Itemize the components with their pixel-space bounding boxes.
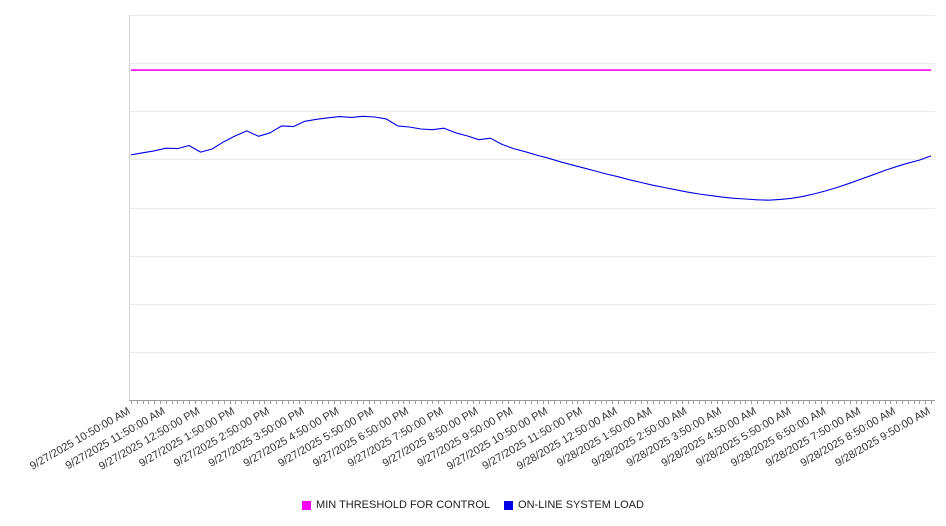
axes — [129, 15, 935, 401]
legend-item-min-threshold: MIN THRESHOLD FOR CONTROL — [302, 499, 490, 511]
legend-item-online-system-load: ON-LINE SYSTEM LOAD — [504, 499, 644, 511]
chart-legend: MIN THRESHOLD FOR CONTROL ON-LINE SYSTEM… — [0, 499, 946, 511]
x-axis-ticks — [131, 401, 932, 404]
system-load-chart: 9/27/2025 10:50:00 AM9/27/2025 11:50:00 … — [28, 15, 935, 473]
online-system-load-line — [130, 115, 932, 201]
min-threshold-label: MIN THRESHOLD FOR CONTROL — [316, 499, 491, 511]
online-system-load-label: ON-LINE SYSTEM LOAD — [518, 499, 644, 511]
x-axis-labels: 9/27/2025 10:50:00 AM9/27/2025 11:50:00 … — [28, 405, 933, 473]
min-threshold-swatch — [302, 500, 312, 510]
grid-lines — [130, 15, 935, 401]
online-system-load-swatch — [504, 500, 514, 510]
